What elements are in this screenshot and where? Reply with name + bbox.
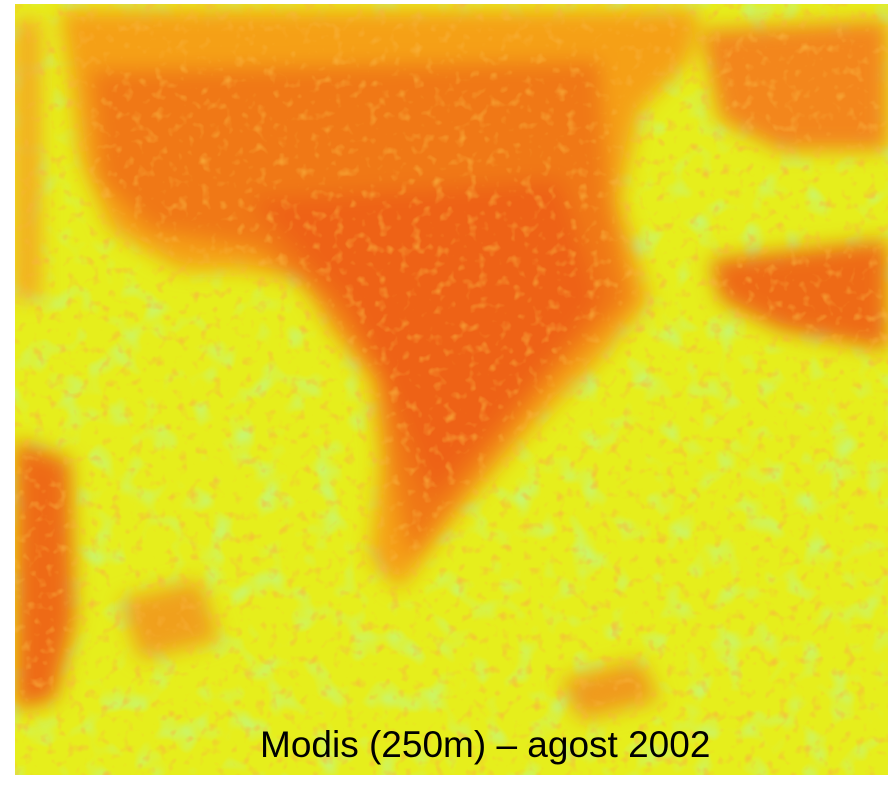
satellite-image-figure: Modis (250m) – agost 2002 [0,0,890,803]
satellite-image [15,4,888,775]
page: Modis (250m) – agost 2002 (() => { const… [0,0,890,803]
orange-texture [15,4,888,775]
image-caption: Modis (250m) – agost 2002 [260,724,710,765]
